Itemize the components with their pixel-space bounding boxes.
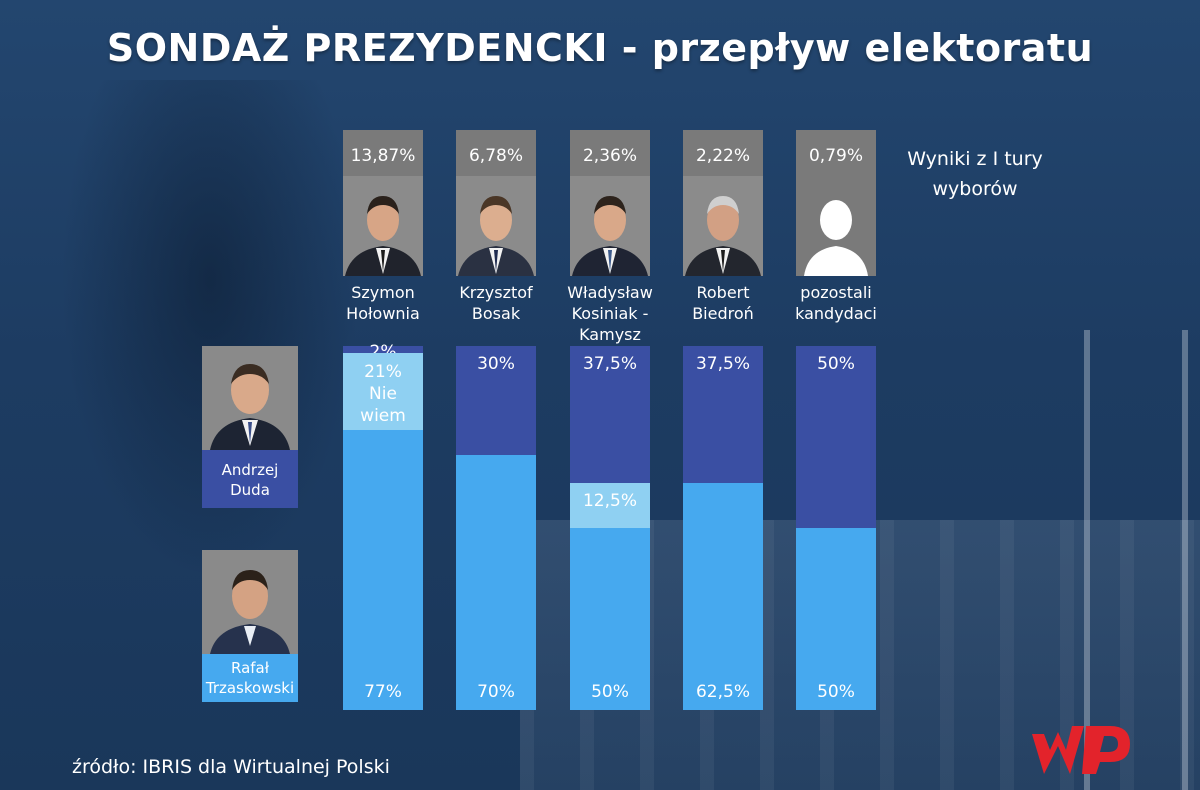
duda-portrait-icon [202, 346, 298, 450]
candidate-card: 2,36% [570, 130, 650, 276]
candidate-card: 13,87% [343, 130, 423, 276]
bar-data-label: 37,5% [582, 354, 637, 374]
voter-name-line: Trzaskowski [205, 679, 295, 697]
bar-data-label: 30% [477, 354, 515, 374]
bar-column: 37,5% 12,5% 50% [570, 346, 650, 710]
voter-name-line: Rafał [230, 659, 270, 677]
trzaskowski-label-box [202, 654, 298, 702]
bar-data-label: 77% [364, 682, 402, 702]
bar-segment-duda [683, 346, 763, 483]
candidate-first-round-pct: 13,87% [350, 146, 416, 166]
bar-data-label: 70% [477, 682, 515, 702]
bar-segment-trzaskowski [456, 455, 536, 710]
legend-note: Wyniki z I tury wyborów [880, 144, 1070, 204]
candidate-card: 6,78% [456, 130, 536, 276]
bar-data-label: 37,5% [695, 354, 750, 374]
candidate-name-line: Krzysztof [459, 283, 533, 302]
candidate-first-round-pct: 0,79% [808, 146, 863, 166]
candidate-name: Szymon Hołownia [323, 282, 443, 324]
legend-note-line: Wyniki z I tury [907, 148, 1043, 170]
trzaskowski-label: Rafał Trzaskowski [202, 658, 298, 698]
candidate-name: Krzysztof Bosak [436, 282, 556, 324]
candidate-portrait-icon [570, 176, 650, 276]
bar-column: 37,5% 62,5% [683, 346, 763, 710]
trzaskowski-portrait-icon [202, 550, 298, 654]
candidate-first-round-pct: 2,36% [582, 146, 637, 166]
candidate-portrait-icon [683, 176, 763, 276]
candidate-name-line: Szymon [351, 283, 415, 302]
bar-data-label: 50% [817, 354, 855, 374]
voter-name-line: Duda [230, 481, 270, 499]
duda-label-box [202, 450, 298, 508]
bar-data-label: 62,5% [695, 682, 750, 702]
candidate-name-line: pozostali [800, 283, 872, 302]
candidate-name-line: Hołownia [346, 304, 420, 323]
candidate-first-round-pct: 6,78% [468, 146, 523, 166]
trzaskowski-portrait-card [202, 550, 298, 654]
candidate-name: Władysław Kosiniak - Kamysz [550, 282, 670, 345]
bar-data-label: 12,5% [582, 490, 637, 511]
bar-column: 2% 21% Nie wiem 77% [343, 342, 423, 710]
bar-data-label: 21% Nie wiem [360, 362, 406, 427]
candidate-name-line: Kamysz [579, 325, 641, 344]
bar-segment-duda [570, 346, 650, 483]
bar-segment-trzaskowski [343, 429, 423, 710]
bar-segment-trzaskowski [683, 482, 763, 710]
voter-name-line: Andrzej [221, 461, 279, 479]
wp-logo-icon [1032, 726, 1130, 774]
candidate-portrait-icon [343, 176, 423, 276]
candidate-first-round-pct: 2,22% [695, 146, 750, 166]
bar-segment-trzaskowski [570, 528, 650, 710]
bar-segment-duda [456, 346, 536, 456]
background-flagpole [1182, 330, 1188, 790]
bar-segment-duda [343, 346, 423, 354]
duda-label: Andrzej Duda [202, 460, 298, 500]
candidate-name-line: Robert [696, 283, 750, 302]
candidate-name-line: Władysław [567, 283, 653, 302]
anonymous-person-icon [796, 176, 876, 276]
bar-column: 50% 50% [796, 346, 876, 710]
background-flagpole [1084, 330, 1090, 790]
bar-segment-trzaskowski [796, 528, 876, 710]
legend-note-line: wyborów [932, 178, 1018, 200]
candidate-name: pozostali kandydaci [776, 282, 896, 324]
candidate-portrait-icon [456, 176, 536, 276]
candidate-name-line: kandydaci [795, 304, 877, 323]
bar-segment-nie-wiem [570, 482, 650, 528]
source-note: źródło: IBRIS dla Wirtualnej Polski [72, 756, 390, 778]
bar-segment-duda [796, 346, 876, 528]
candidate-name-line: Kosiniak - [571, 304, 649, 323]
bar-column: 30% 70% [456, 346, 536, 710]
candidate-name-line: Bosak [471, 304, 521, 323]
chart-title: SONDAŻ PREZYDENCKI - przepływ elektoratu [106, 26, 1094, 70]
bar-data-label: 50% [817, 682, 855, 702]
candidate-card: 2,22% [683, 130, 763, 276]
candidate-name-line: Biedroń [692, 304, 754, 323]
duda-portrait-card [202, 346, 298, 450]
candidate-name: Robert Biedroń [663, 282, 783, 324]
candidate-card: 0,79% [796, 130, 876, 276]
bar-data-label: 50% [591, 682, 629, 702]
bar-segment-nie-wiem [343, 353, 423, 430]
